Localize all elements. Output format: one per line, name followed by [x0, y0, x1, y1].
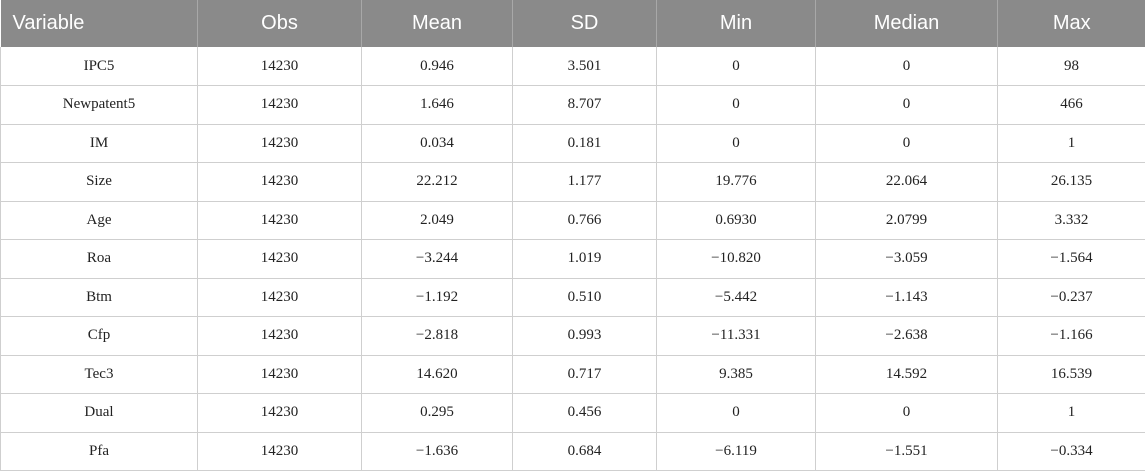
cell-max: 1	[997, 124, 1145, 163]
cell-min: 0	[656, 393, 816, 433]
cell-variable: Btm	[0, 278, 198, 317]
cell-min: 0.6930	[656, 201, 816, 240]
cell-max: 26.135	[997, 162, 1145, 202]
cell-sd: 0.993	[512, 316, 657, 356]
header-min: Min	[656, 0, 816, 47]
cell-median: 14.592	[815, 355, 998, 394]
cell-median: −2.638	[815, 316, 998, 356]
cell-mean: −2.818	[361, 316, 513, 356]
cell-sd: 0.684	[512, 432, 657, 471]
cell-max: −0.237	[997, 278, 1145, 317]
cell-max: −1.564	[997, 239, 1145, 279]
cell-median: 0	[815, 85, 998, 125]
cell-obs: 14230	[197, 278, 362, 317]
header-row: Variable Obs Mean SD Min Median Max	[0, 0, 1145, 47]
cell-obs: 14230	[197, 162, 362, 202]
cell-obs: 14230	[197, 47, 362, 86]
cell-min: −6.119	[656, 432, 816, 471]
cell-max: 1	[997, 393, 1145, 433]
cell-median: −1.551	[815, 432, 998, 471]
table-row: IPC5 14230 0.946 3.501 0 0 98	[0, 47, 1145, 86]
cell-mean: 0.946	[361, 47, 513, 86]
header-obs: Obs	[197, 0, 362, 47]
cell-obs: 14230	[197, 85, 362, 125]
cell-obs: 14230	[197, 355, 362, 394]
cell-max: 3.332	[997, 201, 1145, 240]
cell-median: 0	[815, 124, 998, 163]
table-row: Age 14230 2.049 0.766 0.6930 2.0799 3.332	[0, 201, 1145, 240]
table-row: Pfa 14230 −1.636 0.684 −6.119 −1.551 −0.334	[0, 432, 1145, 471]
header-median: Median	[815, 0, 998, 47]
cell-mean: 22.212	[361, 162, 513, 202]
header-mean: Mean	[361, 0, 513, 47]
cell-max: 98	[997, 47, 1145, 86]
cell-obs: 14230	[197, 432, 362, 471]
cell-median: 22.064	[815, 162, 998, 202]
cell-variable: Pfa	[0, 432, 198, 471]
cell-min: 0	[656, 124, 816, 163]
cell-min: 19.776	[656, 162, 816, 202]
table-row: Btm 14230 −1.192 0.510 −5.442 −1.143 −0.237	[0, 278, 1145, 317]
cell-sd: 0.181	[512, 124, 657, 163]
header-max: Max	[997, 0, 1145, 47]
cell-min: 9.385	[656, 355, 816, 394]
table-row: Roa 14230 −3.244 1.019 −10.820 −3.059 −1.564	[0, 239, 1145, 279]
cell-sd: 0.766	[512, 201, 657, 240]
header-variable: Variable	[0, 0, 198, 47]
cell-obs: 14230	[197, 124, 362, 163]
cell-median: 2.0799	[815, 201, 998, 240]
cell-obs: 14230	[197, 239, 362, 279]
cell-obs: 14230	[197, 393, 362, 433]
cell-variable: Newpatent5	[0, 85, 198, 125]
cell-mean: 0.295	[361, 393, 513, 433]
cell-sd: 0.717	[512, 355, 657, 394]
cell-mean: −1.636	[361, 432, 513, 471]
cell-max: −1.166	[997, 316, 1145, 356]
cell-median: 0	[815, 47, 998, 86]
cell-variable: Cfp	[0, 316, 198, 356]
cell-mean: 14.620	[361, 355, 513, 394]
cell-min: −11.331	[656, 316, 816, 356]
table-row: Newpatent5 14230 1.646 8.707 0 0 466	[0, 85, 1145, 125]
cell-sd: 0.510	[512, 278, 657, 317]
cell-median: −3.059	[815, 239, 998, 279]
cell-mean: 1.646	[361, 85, 513, 125]
cell-max: 16.539	[997, 355, 1145, 394]
cell-min: −10.820	[656, 239, 816, 279]
cell-mean: 2.049	[361, 201, 513, 240]
table-row: Dual 14230 0.295 0.456 0 0 1	[0, 393, 1145, 433]
cell-min: 0	[656, 85, 816, 125]
table-row: Cfp 14230 −2.818 0.993 −11.331 −2.638 −1.166	[0, 316, 1145, 356]
table-row: Tec3 14230 14.620 0.717 9.385 14.592 16.539	[0, 355, 1145, 394]
cell-max: 466	[997, 85, 1145, 125]
cell-variable: Size	[0, 162, 198, 202]
cell-obs: 14230	[197, 201, 362, 240]
cell-variable: Age	[0, 201, 198, 240]
cell-variable: Dual	[0, 393, 198, 433]
header-sd: SD	[512, 0, 657, 47]
cell-min: 0	[656, 47, 816, 86]
cell-median: −1.143	[815, 278, 998, 317]
cell-variable: IM	[0, 124, 198, 163]
cell-median: 0	[815, 393, 998, 433]
cell-sd: 1.019	[512, 239, 657, 279]
cell-sd: 0.456	[512, 393, 657, 433]
cell-sd: 1.177	[512, 162, 657, 202]
cell-obs: 14230	[197, 316, 362, 356]
cell-variable: IPC5	[0, 47, 198, 86]
cell-variable: Tec3	[0, 355, 198, 394]
cell-mean: −3.244	[361, 239, 513, 279]
cell-min: −5.442	[656, 278, 816, 317]
cell-sd: 8.707	[512, 85, 657, 125]
table-header: Variable Obs Mean SD Min Median Max	[0, 0, 1145, 47]
cell-max: −0.334	[997, 432, 1145, 471]
table-row: IM 14230 0.034 0.181 0 0 1	[0, 124, 1145, 163]
table-row: Size 14230 22.212 1.177 19.776 22.064 26.135	[0, 162, 1145, 202]
cell-variable: Roa	[0, 239, 198, 279]
cell-mean: −1.192	[361, 278, 513, 317]
cell-sd: 3.501	[512, 47, 657, 86]
table-body: IPC5 14230 0.946 3.501 0 0 98 Newpatent5 14230 1.…	[0, 47, 1145, 471]
cell-mean: 0.034	[361, 124, 513, 163]
